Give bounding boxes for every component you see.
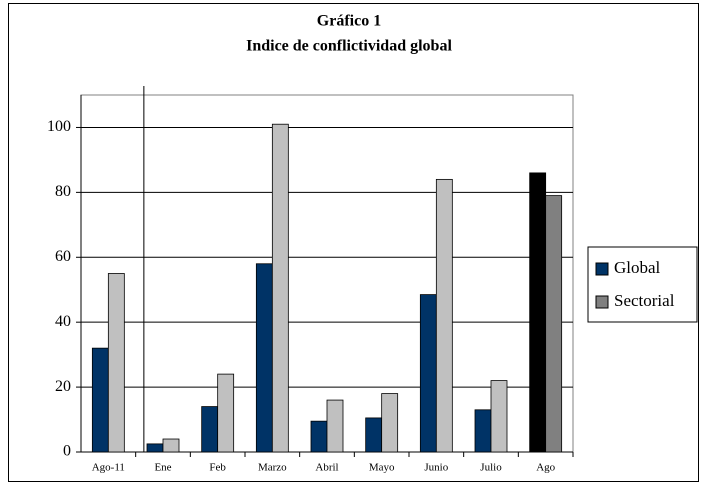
chart-subtitle: Indice de conflictividad global: [246, 38, 452, 55]
bar: [545, 195, 563, 453]
bar: [217, 373, 235, 453]
x-tick-label: Marzo: [258, 462, 287, 474]
legend-swatch: [595, 295, 609, 309]
x-tick-label: Julio: [480, 462, 502, 474]
x-tick-label: Ago: [536, 462, 555, 474]
legend-label: Global: [614, 258, 661, 277]
bar: [419, 294, 437, 453]
y-tick-label: 40: [55, 313, 71, 330]
bar: [529, 172, 547, 453]
bar: [310, 420, 328, 453]
bar: [107, 273, 125, 453]
x-tick-label: Junio: [424, 462, 448, 474]
bar: [365, 417, 383, 453]
bar: [490, 380, 508, 453]
y-tick-label: 60: [55, 248, 71, 265]
bar: [271, 123, 289, 453]
bar: [255, 263, 273, 453]
bar: [91, 347, 109, 453]
bar: [146, 443, 164, 453]
bar: [162, 438, 180, 453]
legend-box: [587, 246, 698, 323]
x-tick-label: Feb: [209, 462, 226, 474]
y-tick-label: 80: [55, 183, 71, 200]
bar: [201, 406, 219, 453]
legend-label: Sectorial: [614, 291, 675, 310]
legend-swatch: [595, 262, 609, 276]
y-tick-label: 20: [55, 378, 71, 395]
y-tick-label: 0: [63, 443, 71, 460]
bar: [474, 409, 492, 453]
x-tick-label: Mayo: [369, 462, 395, 474]
y-tick-label: 100: [47, 118, 71, 135]
x-tick-label: Abril: [315, 462, 338, 474]
x-tick-label: Ago-11: [92, 462, 125, 474]
x-tick-label: Ene: [154, 462, 171, 474]
bar: [326, 399, 344, 453]
chart-title: Gráfico 1: [317, 13, 381, 30]
bar: [435, 178, 453, 453]
bar: [381, 393, 399, 453]
